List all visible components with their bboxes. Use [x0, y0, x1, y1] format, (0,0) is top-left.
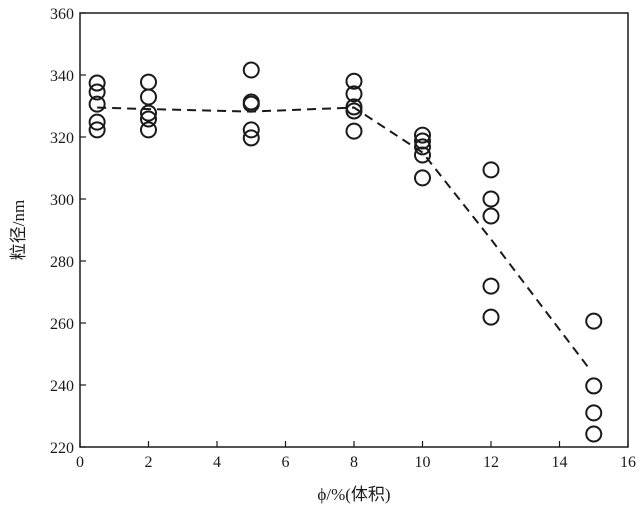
data-point	[482, 207, 500, 225]
y-tick-label: 360	[50, 6, 74, 23]
y-tick-label: 340	[50, 68, 74, 85]
y-axis-label: 粒径/nm	[9, 200, 28, 260]
x-tick-label: 6	[282, 454, 290, 471]
data-point	[414, 132, 431, 150]
data-point	[414, 138, 431, 156]
data-point	[585, 312, 603, 330]
data-point	[88, 95, 106, 113]
x-tick-label: 8	[350, 454, 358, 471]
data-point	[140, 73, 157, 91]
data-point	[345, 85, 363, 103]
data-point	[345, 102, 363, 120]
data-point	[140, 110, 157, 128]
y-tick-label: 320	[50, 130, 74, 147]
data-point	[585, 425, 603, 443]
x-tick-label: 12	[483, 454, 499, 471]
data-point	[345, 122, 363, 140]
x-tick-label: 10	[415, 454, 431, 471]
trend-line	[97, 106, 592, 371]
plot-frame	[79, 12, 629, 448]
data-point	[88, 74, 106, 92]
data-point	[242, 61, 260, 79]
x-axis-label: ϕ/%(体积)	[317, 485, 390, 504]
y-tick-label: 260	[50, 316, 74, 333]
data-point	[140, 121, 157, 139]
y-tick-label: 300	[50, 192, 74, 209]
data-point	[482, 161, 500, 179]
data-point	[414, 146, 431, 164]
data-point	[345, 72, 363, 90]
data-point	[88, 121, 106, 139]
x-tick-label: 0	[76, 454, 84, 471]
data-point	[88, 113, 106, 131]
y-tick-label: 240	[50, 378, 74, 395]
data-point	[482, 277, 500, 295]
data-point	[242, 95, 260, 113]
data-point	[242, 121, 260, 139]
data-point	[585, 377, 603, 395]
data-point	[414, 169, 431, 187]
x-tick-label: 4	[213, 454, 221, 471]
data-point	[482, 190, 500, 208]
data-point	[88, 83, 106, 101]
x-tick-label: 2	[145, 454, 153, 471]
x-tick-label: 14	[552, 454, 568, 471]
y-tick-label: 220	[50, 440, 74, 457]
data-point	[140, 104, 157, 122]
data-point	[414, 126, 431, 144]
x-tick-label: 16	[620, 454, 636, 471]
data-point	[585, 404, 603, 422]
data-point	[242, 129, 260, 147]
data-point	[482, 308, 500, 326]
data-point	[345, 98, 363, 116]
data-point	[140, 88, 157, 106]
y-tick-label: 280	[50, 254, 74, 271]
